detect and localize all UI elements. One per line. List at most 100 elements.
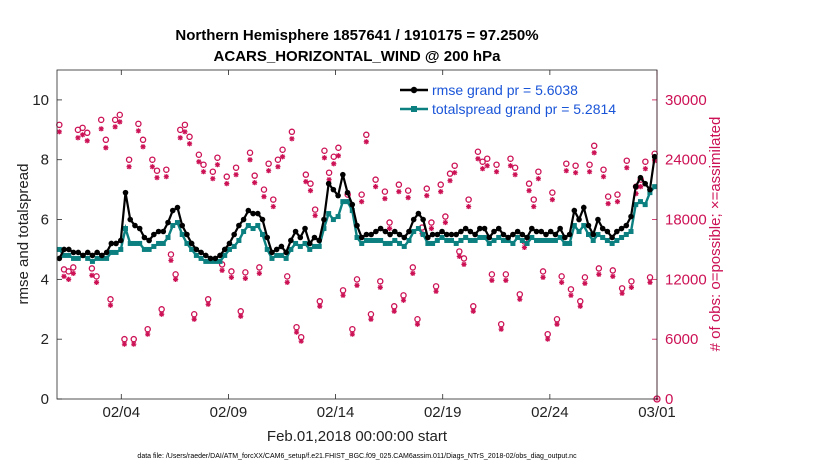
rmse-point: [340, 171, 346, 178]
obs-assimilated-point: [405, 195, 411, 201]
rmse-point: [609, 234, 615, 241]
obs-assimilated-point: [391, 308, 397, 314]
rmse-point: [221, 246, 228, 253]
totalspread-point: [203, 258, 209, 264]
rmse-point: [443, 231, 450, 238]
rmse-point: [203, 252, 209, 259]
rmse-point: [628, 213, 634, 220]
totalspread-point: [165, 234, 171, 240]
rmse-point: [132, 222, 138, 229]
totalspread-point: [496, 234, 502, 240]
totalspread-point: [66, 252, 72, 258]
rmse-point: [56, 255, 63, 262]
rmse-point: [576, 216, 582, 223]
obs-assimilated-point: [228, 274, 235, 280]
obs-assimilated-point: [359, 199, 365, 205]
rmse-point: [259, 216, 266, 223]
rmse-point: [500, 231, 507, 238]
y-left-tick-label: 2: [41, 331, 49, 348]
rmse-point: [188, 240, 195, 247]
rmse-point: [642, 180, 648, 187]
obs-possible-point: [79, 124, 86, 132]
totalspread-point: [137, 240, 143, 246]
legend-box: [394, 80, 650, 122]
rmse-point: [165, 219, 171, 226]
obs-possible-point: [423, 185, 431, 192]
totalspread-point: [628, 229, 634, 235]
obs-possible-point: [288, 128, 296, 136]
rmse-point: [614, 228, 620, 235]
obs-assimilated-point: [614, 199, 621, 205]
totalspread-point: [141, 246, 147, 252]
obs-assimilated-point: [373, 184, 379, 190]
obs-assimilated-point: [647, 279, 653, 285]
obs-assimilated-point: [466, 203, 472, 210]
obs-assimilated-point: [214, 162, 221, 168]
obs-possible-point: [628, 278, 635, 285]
data-marks: [56, 111, 661, 403]
rmse-point: [505, 234, 511, 241]
obs-assimilated-point: [279, 154, 286, 160]
rmse-point: [425, 234, 431, 241]
rmse-point: [179, 222, 185, 229]
obs-assimilated-point: [489, 277, 495, 283]
obs-assimilated-point: [386, 225, 393, 232]
obs-assimilated-point: [200, 169, 207, 175]
totalspread-point: [510, 240, 516, 246]
obs-assimilated-point: [66, 276, 72, 282]
totalspread-point: [288, 246, 294, 252]
totalspread-point: [425, 240, 431, 246]
rmse-point: [103, 249, 110, 256]
totalspread-point: [193, 252, 199, 258]
obs-assimilated-point: [414, 321, 421, 327]
obs-assimilated-point: [438, 189, 444, 195]
rmse-point: [368, 231, 374, 238]
obs-assimilated-point: [470, 308, 476, 314]
obs-assimilated-point: [186, 141, 193, 147]
obs-possible-point: [483, 155, 491, 162]
obs-assimilated-point: [628, 284, 635, 290]
rmse-point: [495, 225, 502, 232]
obs-assimilated-point: [540, 274, 546, 280]
totalspread-point: [430, 240, 436, 246]
rmse-point: [510, 231, 516, 238]
obs-possible-point: [214, 154, 221, 161]
obs-possible-point: [125, 156, 133, 163]
legend: rmse grand pr = 5.6038 totalspread grand…: [394, 80, 650, 122]
obs-possible-point: [242, 269, 249, 276]
obs-assimilated-point: [121, 341, 128, 347]
legend-totalspread-marker: [411, 106, 417, 112]
x-tick-label: 02/14: [317, 404, 355, 421]
rmse-point: [391, 228, 398, 235]
obs-possible-point: [223, 173, 231, 180]
totalspread-point: [89, 258, 95, 264]
obs-assimilated-point: [89, 272, 95, 278]
totalspread-point: [600, 234, 606, 240]
obs-assimilated-point: [447, 178, 453, 184]
rmse-point: [354, 222, 360, 229]
rmse-point: [396, 231, 403, 238]
obs-possible-point: [181, 121, 189, 129]
obs-possible-point: [153, 167, 161, 174]
totalspread-point: [345, 199, 351, 205]
obs-possible-point: [590, 142, 598, 150]
rmse-point: [127, 216, 134, 223]
obs-assimilated-point: [368, 316, 374, 322]
obs-possible-point: [232, 164, 240, 171]
obs-possible-point: [302, 171, 310, 178]
obs-assimilated-point: [354, 282, 360, 288]
obs-assimilated-point: [135, 128, 141, 134]
obs-possible-point: [83, 129, 91, 137]
chart-title-line2: ACARS_HORIZONTAL_WIND @ 200 hPa: [214, 48, 502, 65]
totalspread-point: [524, 240, 530, 246]
obs-possible-point: [111, 116, 119, 124]
totalspread-point: [113, 249, 119, 255]
rmse-point: [245, 207, 252, 214]
totalspread-point: [534, 237, 540, 243]
chart-title-line1: Northern Hemisphere 1857641 / 1910175 = …: [175, 27, 538, 44]
rmse-point: [538, 228, 545, 235]
legend-rmse-label: rmse grand pr = 5.6038: [432, 82, 578, 98]
obs-assimilated-point: [559, 279, 565, 285]
rmse-point: [278, 243, 285, 250]
y-right-tick-label: 30000: [665, 92, 707, 109]
